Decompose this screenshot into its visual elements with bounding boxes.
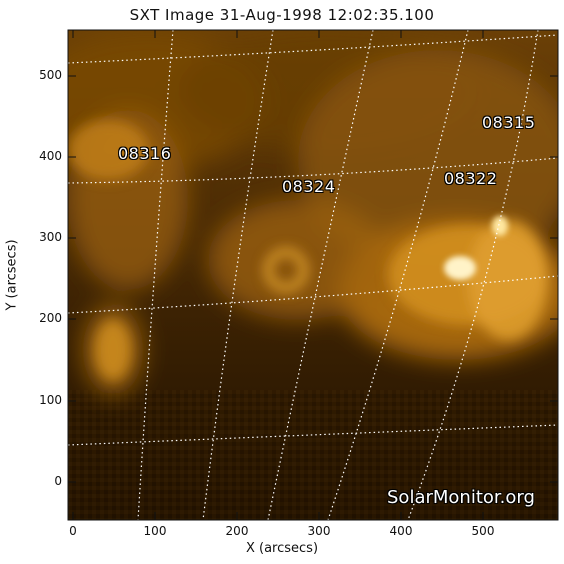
y-tick-label: 200	[39, 311, 62, 325]
watermark: SolarMonitor.org	[387, 487, 535, 508]
x-tick-label: 500	[471, 524, 495, 538]
active-region-label: 08324	[282, 177, 336, 196]
active-region-label: 08322	[444, 169, 498, 188]
y-tick-label: 400	[39, 149, 62, 163]
active-region-label: 08316	[118, 144, 172, 163]
solar-xray-image	[68, 30, 558, 520]
y-axis-label: Y (arcsecs)	[4, 239, 20, 311]
x-axis-label: X (arcsecs)	[245, 541, 319, 556]
bright-region	[68, 120, 548, 380]
y-tick-label: 500	[39, 68, 62, 82]
solar-image: 08316 08324 08322 08315	[68, 30, 558, 520]
x-tick-label: 400	[389, 524, 413, 538]
heliographic-grid	[68, 30, 558, 520]
active-region-label: 08315	[482, 113, 536, 132]
x-tick-label: 300	[307, 524, 331, 538]
y-tick-label: 0	[54, 474, 62, 488]
image-title: SXT Image 31-Aug-1998 12:02:35.100	[129, 6, 435, 24]
x-tick-label: 0	[69, 524, 77, 538]
x-tick-label: 200	[225, 524, 249, 538]
flare-core	[444, 216, 508, 280]
y-tick-label: 100	[39, 393, 62, 407]
y-tick-label: 300	[39, 230, 62, 244]
x-tick-label: 100	[143, 524, 167, 538]
